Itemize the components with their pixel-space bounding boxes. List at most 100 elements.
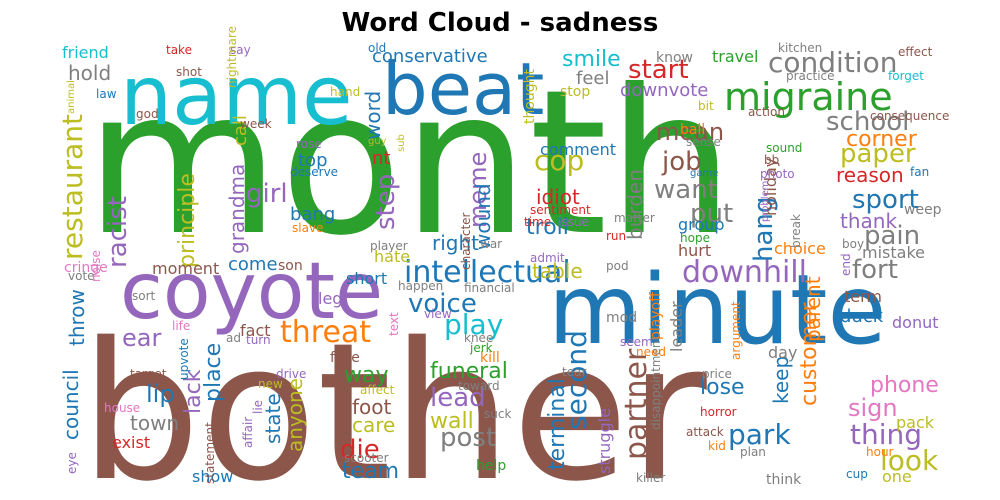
word-slave: slave xyxy=(292,221,323,235)
word-show: show xyxy=(192,467,233,486)
word-anyone: anyone xyxy=(283,378,307,452)
word-call: call xyxy=(230,115,251,146)
word-day: day xyxy=(768,343,797,362)
word-hang: hang xyxy=(749,197,779,262)
word-horror: horror xyxy=(700,405,737,419)
word-break: break xyxy=(789,214,803,248)
word-threat: threat xyxy=(280,315,371,350)
word-pack: pack xyxy=(896,413,935,432)
word-upvote: upvote xyxy=(177,338,191,380)
word-corner: corner xyxy=(846,127,918,152)
word-effect: effect xyxy=(898,45,933,59)
word-plan: plan xyxy=(740,445,766,459)
word-burden: burden xyxy=(623,169,647,240)
word-wound: wound xyxy=(471,183,495,250)
word-idiot: idiot xyxy=(536,185,580,209)
word-mod: mod xyxy=(606,310,637,326)
word-second: second xyxy=(560,330,593,430)
word-disappointment: disappointment xyxy=(649,336,663,430)
word-choice: choice xyxy=(774,239,826,258)
word-son: son xyxy=(278,258,303,274)
word-nightmare: nightmare xyxy=(225,26,239,88)
word-exist: exist xyxy=(112,433,150,452)
word-beat: beat xyxy=(382,47,544,131)
word-one: one xyxy=(882,467,912,486)
word-troll: troll xyxy=(526,215,569,240)
word-jerk: jerk xyxy=(469,341,493,355)
word-reason: reason xyxy=(836,163,904,187)
word-problem: problem xyxy=(760,181,771,222)
word-lip: lip xyxy=(146,380,175,408)
word-terminal: terminal xyxy=(545,378,570,470)
word-minute: minute xyxy=(548,254,887,366)
word-post: post xyxy=(440,423,496,453)
word-town: town xyxy=(130,411,179,435)
word-lie: lie xyxy=(251,400,265,414)
word-target: target xyxy=(130,367,167,381)
word-step: step xyxy=(371,174,401,230)
word-principle: principle xyxy=(175,173,200,268)
word-wall: wall xyxy=(430,409,474,434)
word-hand: hand xyxy=(330,85,360,99)
word-term: term xyxy=(844,287,882,306)
word-photo: photo xyxy=(760,167,795,181)
word-travel: travel xyxy=(712,47,758,66)
word-smile: smile xyxy=(562,47,621,72)
word-girl: girl xyxy=(246,179,288,209)
word-bang: bang xyxy=(290,204,335,225)
word-want: want xyxy=(654,175,718,205)
word-shot: shot xyxy=(176,65,202,79)
word-leader: leader xyxy=(667,301,686,352)
word-argument: argument xyxy=(729,301,743,360)
word-migraine: migraine xyxy=(724,75,893,119)
word-scooter: scooter xyxy=(344,451,389,465)
word-statement: statement xyxy=(203,422,217,484)
word-take: take xyxy=(166,43,192,57)
word-sign: sign xyxy=(848,394,898,422)
word-duck: duck xyxy=(840,306,884,327)
word-hope: hope xyxy=(680,231,710,245)
word-right: right xyxy=(432,231,479,255)
word-foot: foot xyxy=(352,395,392,419)
word-park: park xyxy=(728,418,791,451)
word-sport: sport xyxy=(852,185,919,215)
word-short: short xyxy=(346,269,387,288)
word-hurt: hurt xyxy=(678,241,711,260)
word-friend: friend xyxy=(62,43,109,62)
word-ad: ad xyxy=(226,331,241,345)
word-start: start xyxy=(628,55,689,85)
word-die: die xyxy=(340,435,380,465)
word-cringe: cringe xyxy=(64,260,108,276)
word-table: table xyxy=(532,259,583,283)
word-meme: meme xyxy=(464,152,492,228)
word-conservative: conservative xyxy=(372,46,488,67)
word-think: think xyxy=(766,472,802,488)
word-feel: feel xyxy=(576,68,610,89)
word-hate: hate xyxy=(374,247,410,266)
word-downvote: downvote xyxy=(620,80,708,101)
word-lead: lead xyxy=(430,383,486,413)
word-thing: thing xyxy=(850,418,922,451)
word-law: law xyxy=(96,87,117,101)
word-forget: forget xyxy=(888,69,924,83)
word-mean: mean xyxy=(656,118,724,146)
word-affair: affair xyxy=(241,417,255,448)
word-thank: thank xyxy=(840,209,897,233)
word-turn: turn xyxy=(246,333,271,347)
word-sentiment: sentiment xyxy=(530,203,591,217)
word-restaurant: restaurant xyxy=(56,114,89,260)
word-struggle: struggle xyxy=(595,408,614,474)
word-moment: moment xyxy=(152,259,219,278)
word-care: care xyxy=(352,413,395,437)
word-pain: pain xyxy=(864,221,920,251)
word-fort: fort xyxy=(852,255,898,285)
word-downhill: downhill xyxy=(682,255,807,290)
word-mistake: mistake xyxy=(862,243,925,262)
word-pod: pod xyxy=(606,259,629,273)
word-rose: rose xyxy=(296,137,322,151)
word-hour: hour xyxy=(866,445,894,459)
word-school: school xyxy=(826,107,909,137)
word-vote: vote xyxy=(68,269,95,283)
word-partner: partner xyxy=(619,348,654,460)
word-team: team xyxy=(342,459,399,484)
